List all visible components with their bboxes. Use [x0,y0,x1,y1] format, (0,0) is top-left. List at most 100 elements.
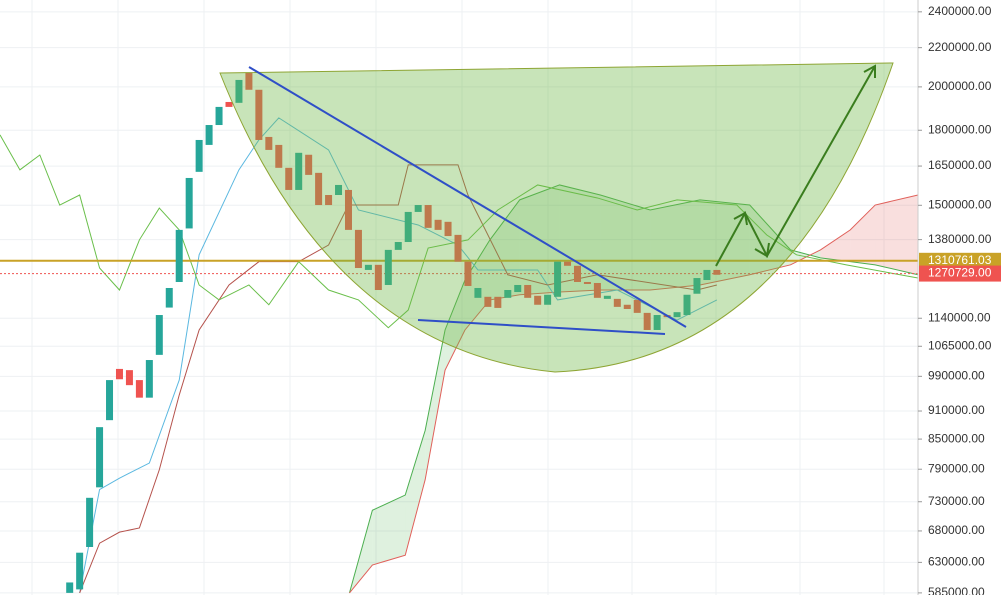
candle [374,264,382,291]
candle [424,205,432,228]
vertical-grid [31,0,885,595]
candle [504,290,512,298]
cloud-span-b [349,194,919,594]
y-tick-label: 1380000.00 [928,232,992,246]
candle [643,312,651,330]
cloud-fill [464,239,490,330]
candle [305,154,313,175]
projection-arrow [715,65,876,267]
candle [285,167,293,190]
candle [673,312,681,318]
candle [354,229,362,269]
candle [135,380,143,398]
candle [544,294,552,305]
candle [145,360,153,398]
candle [494,296,502,308]
candle [703,269,711,281]
arrow-head [863,64,876,78]
candle [484,296,492,307]
candle [255,89,263,140]
candle [534,295,542,305]
candle [225,101,233,107]
cloud-fill [850,205,876,265]
axis-background [918,0,1001,595]
candle [195,139,203,172]
candle [593,282,601,298]
candle [583,281,591,284]
cloud-fill [820,229,851,262]
y-tick-label: 730000.00 [928,494,985,508]
candle [464,261,472,286]
drawings [219,62,894,373]
y-tick-label: 2000000.00 [928,79,992,93]
y-tick-label: 2200000.00 [928,40,992,54]
candle [325,194,333,206]
y-tick-label: 630000.00 [928,555,985,569]
y-tick-label: 2400000.00 [928,4,992,18]
y-tick-label: 910000.00 [928,403,985,417]
candle [524,284,532,298]
trend-line [417,319,666,335]
cloud-fill [699,199,750,285]
candle [86,497,94,547]
cloud-fill [405,430,426,556]
candle [76,552,84,590]
candle [115,368,123,380]
candle [693,278,701,294]
candle [414,205,422,212]
cloud-span-a [348,184,919,594]
candle [165,287,173,308]
candle [235,79,243,103]
candle [125,370,133,386]
cloud-fill [372,495,406,566]
candle [454,234,462,262]
candle [444,221,452,237]
candle [205,125,213,145]
candle [275,144,283,168]
arrow-head [754,242,770,258]
candle [215,106,223,126]
candle [633,299,641,313]
candle [245,72,253,90]
cloud-fill [425,329,446,480]
candle [155,315,163,355]
y-tick-label: 680000.00 [928,523,985,537]
candle [564,261,572,266]
candle [623,304,631,309]
trend-line [248,66,687,328]
cup-shape [219,62,894,373]
candle [434,219,442,230]
candle [613,298,621,307]
candle [384,249,392,285]
candle [185,177,193,229]
candle [653,315,661,330]
price-label-box [919,252,1001,269]
price-axis: 2400000.00 2200000.00 2000000.00 1800000.00… [917,0,1001,595]
candle [404,211,412,243]
indicator-line [79,117,718,593]
candle [335,184,343,195]
candle [683,294,691,316]
indicator-line [0,134,919,329]
candle [603,295,611,299]
y-tick-label: 1500000.00 [928,197,992,211]
indicator-line [79,164,717,594]
cloud-fill [749,205,791,275]
candle [713,269,721,275]
candle [175,229,183,282]
candle [265,136,273,150]
candle [554,261,562,297]
y-tick-label: 1650000.00 [928,158,992,172]
cloud-fill [650,199,700,291]
y-tick-label: 990000.00 [928,369,985,383]
arrow-head [733,211,748,226]
cloud-fill [489,199,520,300]
cloud-fill [445,280,465,371]
candle [474,287,482,298]
cloud-fill [600,194,651,291]
price-label: 1270729.00 [928,266,992,280]
y-tick-label: 790000.00 [928,461,985,475]
candle [394,242,402,250]
candle [66,582,74,593]
candle [573,265,581,282]
